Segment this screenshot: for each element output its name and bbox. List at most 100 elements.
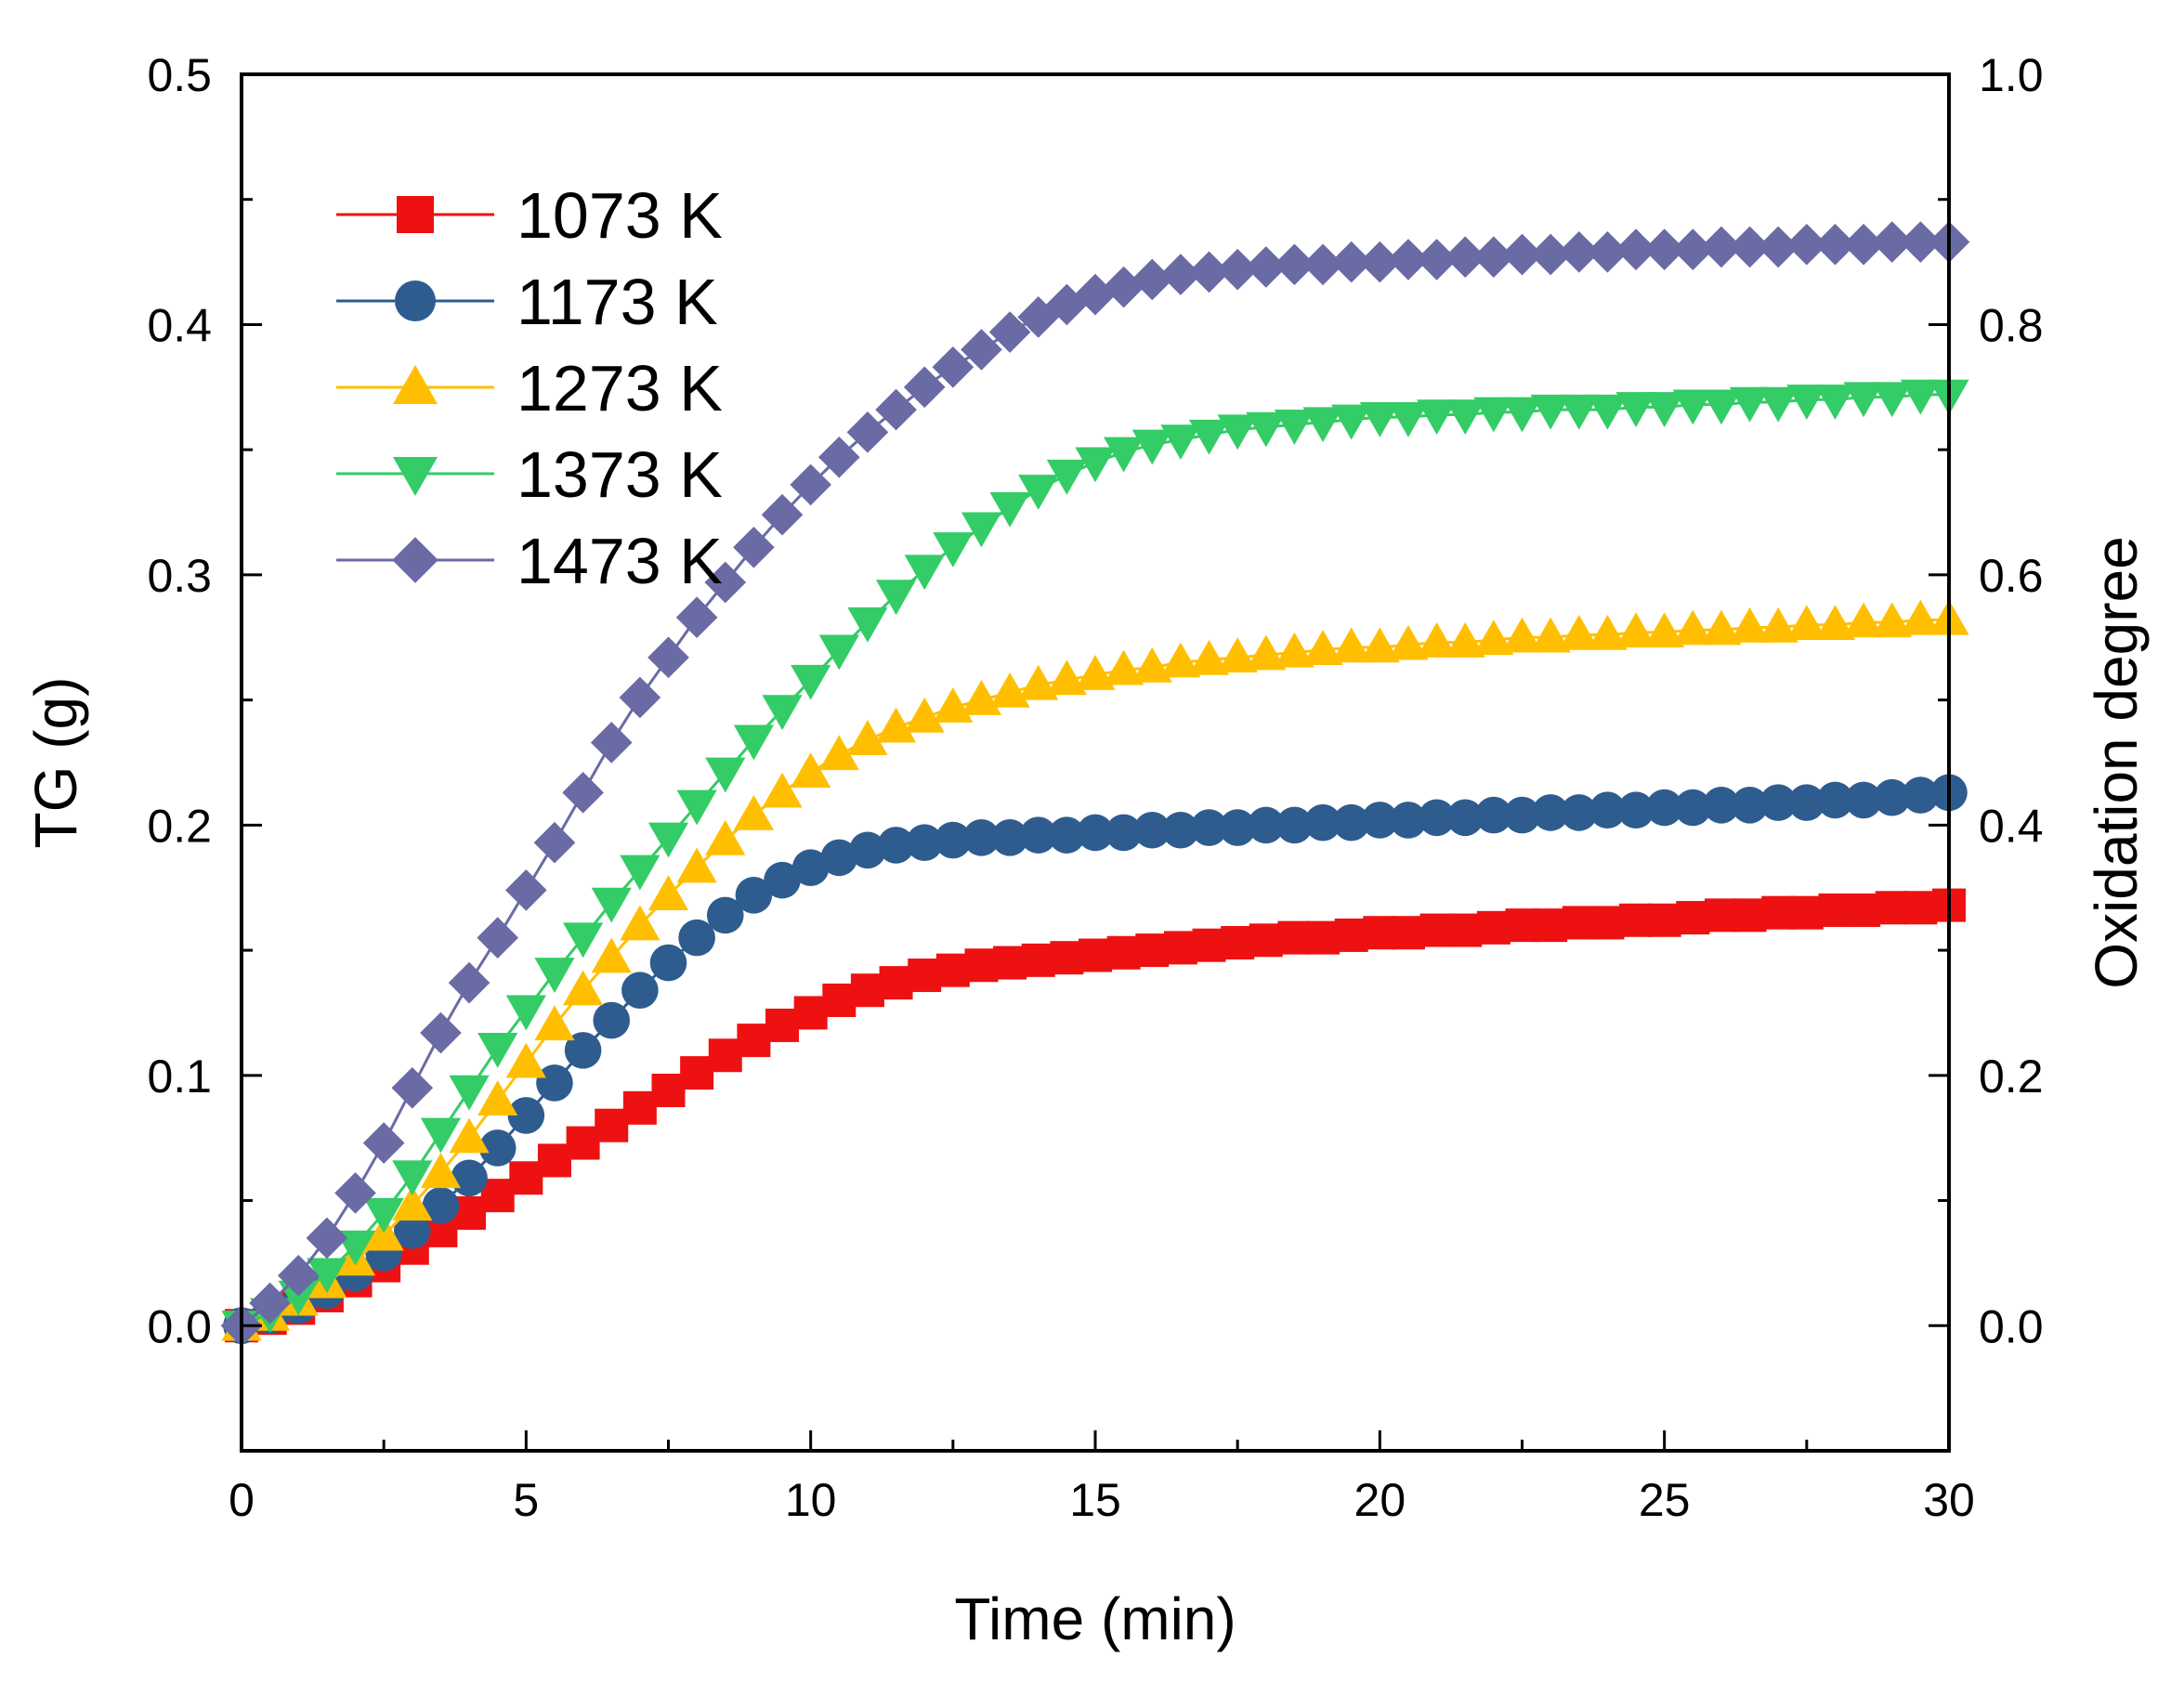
data-point [989, 491, 1030, 528]
data-point [933, 532, 974, 568]
data-point [1617, 791, 1654, 828]
data-point [1872, 382, 1913, 418]
y2-tick-label: 1.0 [1979, 49, 2044, 101]
data-point [622, 1090, 657, 1125]
data-point [591, 887, 632, 923]
data-point [306, 1217, 348, 1259]
x-tick-label: 20 [1354, 1474, 1406, 1526]
data-point [1363, 916, 1397, 950]
data-point [593, 1001, 631, 1039]
data-point [1075, 655, 1116, 690]
data-point [1275, 806, 1314, 844]
data-point [537, 1143, 571, 1178]
data-point [849, 831, 886, 869]
data-point [1472, 236, 1515, 279]
y-tick-label: 0.1 [147, 1050, 212, 1102]
data-point [678, 919, 715, 957]
data-point [1731, 787, 1769, 824]
data-point [733, 526, 775, 568]
data-point [334, 1172, 376, 1214]
data-point [621, 972, 659, 1010]
data-point [1473, 620, 1514, 656]
data-point [1644, 392, 1685, 427]
data-point [1163, 931, 1197, 965]
data-point [536, 1064, 573, 1102]
data-point [1530, 617, 1571, 653]
data-point [1021, 943, 1055, 977]
data-point [1534, 908, 1568, 943]
data-point [847, 720, 888, 755]
data-point [708, 1038, 742, 1073]
data-point [1843, 602, 1884, 638]
data-point [1188, 639, 1230, 675]
data-point [1643, 228, 1685, 270]
data-point [391, 1066, 434, 1109]
x-tick-label: 5 [513, 1474, 539, 1526]
data-point [1758, 386, 1798, 423]
data-point [1359, 241, 1401, 283]
data-point [420, 1117, 462, 1154]
data-point [676, 847, 717, 883]
legend: 1073 K 1173 K 1273 K 1373 K 1473 K [336, 179, 723, 597]
data-point [1647, 903, 1681, 937]
data-point [394, 1212, 431, 1249]
data-point [1018, 475, 1059, 510]
data-point [733, 724, 774, 761]
data-point [1532, 794, 1569, 831]
data-point [764, 861, 801, 899]
data-point [1306, 920, 1340, 955]
data-point [1644, 612, 1685, 648]
data-point [1845, 781, 1882, 819]
data-point [935, 821, 972, 859]
data-point [961, 329, 1002, 371]
legend-entry: 1173 K [336, 266, 718, 338]
data-point [1387, 239, 1430, 280]
data-point [1217, 637, 1258, 673]
data-point [590, 722, 633, 763]
y2-axis-title: Oxidation degree [2083, 536, 2150, 988]
data-point [1274, 243, 1315, 286]
legend-entry: 1473 K [336, 525, 723, 597]
data-point [790, 463, 831, 506]
y2-tick-label: 0.6 [1979, 550, 2044, 602]
data-point [1277, 920, 1312, 955]
data-point [1761, 895, 1796, 930]
data-point [1501, 397, 1543, 433]
x-tick-label: 15 [1069, 1474, 1121, 1526]
data-point [477, 917, 519, 959]
y-tick-label: 0.2 [147, 800, 212, 852]
data-point [1419, 913, 1454, 947]
data-point [1903, 891, 1938, 925]
data-point [820, 839, 858, 877]
data-point [1131, 258, 1173, 301]
data-point [1559, 394, 1600, 430]
data-point [705, 757, 746, 793]
data-point [906, 824, 943, 862]
data-point [962, 819, 1000, 856]
data-point [791, 752, 831, 788]
data-point [533, 821, 576, 864]
data-point [961, 512, 1002, 548]
data-point [1249, 923, 1283, 958]
data-point [991, 819, 1028, 856]
data-point [1077, 814, 1114, 852]
data-point [1133, 811, 1171, 849]
data-point [1672, 609, 1713, 646]
data-point [1445, 622, 1485, 658]
data-point [1530, 394, 1571, 430]
legend-marker [397, 196, 434, 233]
data-point [451, 1159, 488, 1197]
data-point [1759, 784, 1797, 821]
data-point [1330, 241, 1373, 283]
data-point [1590, 906, 1625, 940]
data-point [307, 1258, 347, 1294]
data-point [1872, 602, 1913, 638]
data-point [932, 346, 974, 388]
y-tick-label: 0.4 [147, 299, 212, 351]
data-point [620, 905, 660, 941]
data-point [988, 311, 1031, 353]
data-point [649, 944, 687, 982]
data-point [765, 1008, 800, 1042]
data-point [1875, 891, 1909, 925]
